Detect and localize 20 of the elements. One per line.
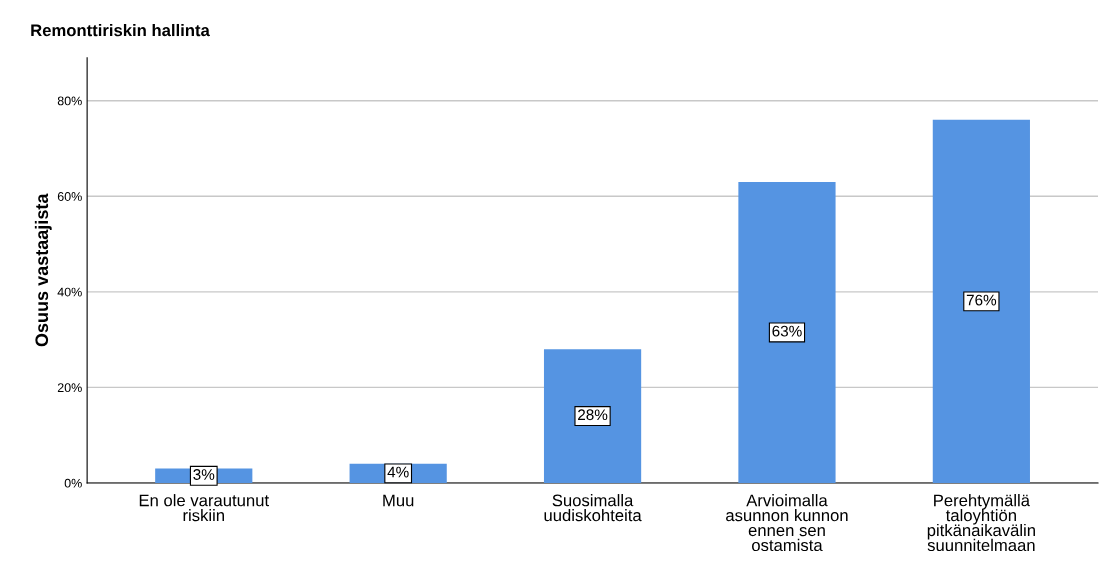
x-tick-label: Arvioimalla asunnon kunnon ennen sen ostamista [726,494,848,552]
y-tick-label: 20% [57,383,82,393]
x-tick-label: En ole varautunut riskiin [139,494,269,522]
y-tick-label: 0% [64,478,82,488]
x-tick-label: Perehtymällä taloyhtiön pitkänaikavälin suunnitelmaan [927,494,1035,552]
data-label: 76% [966,294,997,306]
x-tick-label: Suosimalla uudiskohteita [544,494,642,522]
y-tick-label: 60% [57,192,82,201]
bar [543,349,642,483]
x-tick-label: Muu [383,494,414,507]
data-label: 28% [578,409,608,421]
y-tick-label: 40% [57,287,82,297]
data-label: 63% [772,325,802,337]
bar [932,119,1030,483]
data-label: 3% [193,469,215,480]
bar [738,181,836,483]
y-tick-label: 80% [57,96,82,106]
data-label: 4% [387,466,409,478]
y-axis-title: Osuus vastaajista [34,193,52,347]
chart-title: Remonttiriskin hallinta [31,23,210,37]
